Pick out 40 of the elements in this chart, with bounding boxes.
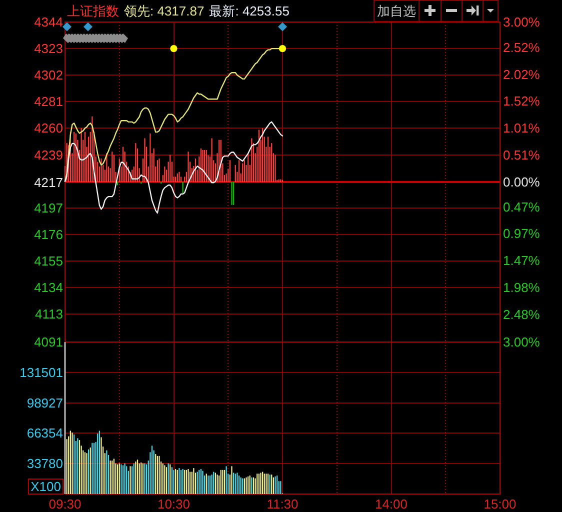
x-tick-label: 15:00 [484, 496, 516, 512]
x-tick-label: 11:30 [266, 496, 298, 512]
chart-title: 上证指数 [67, 4, 119, 18]
x-tick-label: 10:30 [157, 496, 190, 512]
y-tick-label: 4155 [34, 254, 63, 269]
y-tick-label: 4323 [34, 41, 63, 56]
y-tick-label: 131501 [20, 364, 63, 380]
x-tick-label: 09:30 [48, 496, 82, 512]
y2-tick-label: 1.98% [503, 280, 540, 296]
y2-tick-label: 0.00% [503, 174, 540, 190]
y2-tick-label: 3.00% [503, 334, 540, 350]
y2-tick-label: 1.52% [503, 93, 540, 108]
y-tick-label: 4281 [34, 94, 63, 110]
y-tick-label: 4134 [34, 280, 63, 296]
y-tick-label: 4239 [34, 147, 63, 162]
y-tick-label: 4217 [34, 175, 63, 190]
y-tick-label: 4176 [34, 226, 63, 242]
y2-tick-label: 2.48% [503, 306, 540, 322]
y-tick-label: 33780 [26, 456, 63, 472]
x-tick-label: 14:00 [374, 496, 408, 512]
y2-tick-label: 1.47% [503, 252, 540, 268]
button: 加自选 [374, 0, 420, 22]
y-tick-label: 98927 [26, 395, 63, 410]
y-axis-title: X100 [30, 479, 61, 494]
y-tick-label: 4113 [35, 306, 63, 322]
y2-tick-label: 0.47% [503, 200, 540, 215]
y-tick-label: 4197 [34, 200, 63, 216]
y-tick-label: 4091 [34, 334, 63, 350]
y2-tick-label: 1.01% [503, 120, 540, 136]
y2-tick-label: 0.51% [503, 147, 540, 162]
y-tick-label: 4260 [34, 120, 63, 136]
y-tick-label: 4344 [34, 14, 63, 30]
y2-tick-label: 2.52% [503, 40, 540, 56]
y-tick-label: 4302 [34, 68, 63, 83]
y2-tick-label: 3.00% [503, 14, 540, 30]
y2-tick-label: 0.97% [503, 226, 540, 242]
text: 最新: 4253.55 [209, 4, 290, 18]
y2-tick-label: 2.02% [503, 66, 540, 82]
text: 领先: 4317.87 [124, 4, 204, 18]
y-tick-label: 66354 [26, 426, 63, 441]
